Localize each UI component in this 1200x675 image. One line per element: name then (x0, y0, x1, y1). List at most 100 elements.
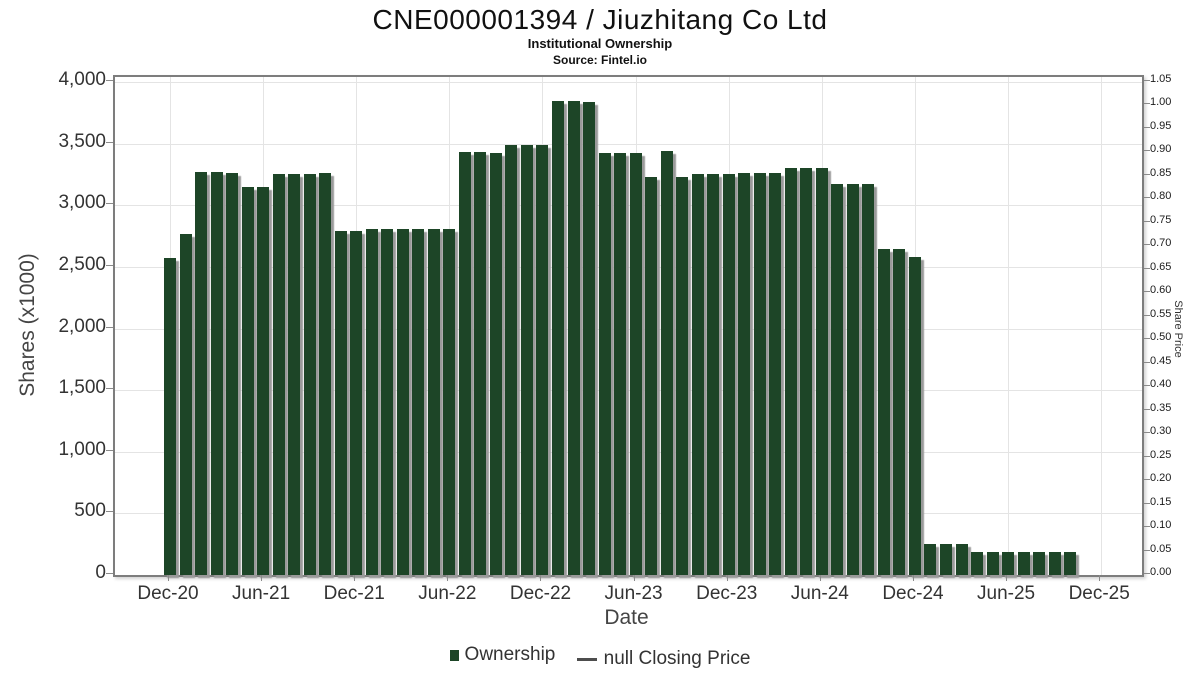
ownership-bar (427, 229, 440, 575)
y-tick-label: 0 (95, 562, 106, 583)
right-tick-label: 0.35 (1150, 401, 1172, 414)
ownership-bar (1064, 552, 1077, 575)
ownership-bar (645, 176, 658, 575)
ownership-bar (458, 152, 471, 575)
right-tick-label: 0.05 (1150, 542, 1172, 555)
x-tick-label: Dec-23 (696, 583, 758, 604)
left-axis-title: Shares (x1000) (16, 253, 39, 397)
right-tick-label: 0.85 (1150, 166, 1172, 179)
ownership-bar (552, 101, 564, 575)
ownership-bar (598, 152, 611, 575)
ownership-bar (893, 249, 906, 575)
x-tick-label: Jun-23 (604, 583, 663, 604)
right-tick-label: 0.40 (1150, 378, 1172, 391)
ownership-bar (862, 184, 875, 575)
ownership-bar (784, 168, 797, 575)
right-tick-label: 0.25 (1150, 448, 1172, 461)
x-tick-label: Dec-22 (509, 583, 572, 604)
ownership-bar (536, 145, 549, 575)
right-tick-mark (1144, 150, 1150, 152)
right-tick-mark (1144, 549, 1150, 551)
legend-item-closing-price[interactable]: null Closing Price (576, 648, 751, 670)
legend-ownership-label: Ownership (464, 644, 556, 665)
x-tick-label: Jun-25 (977, 583, 1036, 604)
right-tick-mark (1144, 385, 1150, 387)
right-tick-mark (1144, 80, 1150, 81)
ownership-bar (365, 228, 378, 575)
right-tick-label: 0.60 (1150, 284, 1172, 297)
right-tick-label: 0.80 (1150, 190, 1172, 203)
ownership-bar (707, 174, 720, 575)
ownership-bar (800, 168, 813, 575)
right-tick-mark (1144, 314, 1150, 316)
ownership-bar (443, 229, 456, 575)
ownership-bar (505, 144, 518, 575)
gridline-horizontal (115, 390, 1142, 392)
right-tick-mark (1144, 291, 1150, 293)
gridline-horizontal (115, 143, 1142, 145)
y-tick-mark (106, 141, 113, 143)
chart-subtitle: Institutional Ownership (527, 36, 673, 51)
ownership-bar (815, 168, 828, 575)
legend-item-ownership[interactable]: Ownership (449, 644, 556, 666)
ownership-bar (908, 257, 921, 575)
right-tick-label: 0.00 (1150, 566, 1172, 578)
ownership-bar (489, 152, 502, 575)
ownership-bar (350, 231, 363, 575)
right-tick-label: 0.70 (1150, 237, 1172, 250)
right-tick-mark (1144, 267, 1150, 269)
right-tick-label: 0.15 (1150, 495, 1172, 508)
right-tick-label: 0.90 (1150, 143, 1172, 156)
y-tick-mark (106, 511, 113, 513)
right-tick-label: 1.00 (1150, 96, 1172, 109)
gridline-vertical (1101, 77, 1103, 575)
right-tick-mark (1144, 526, 1150, 528)
ownership-bar (660, 151, 673, 575)
x-axis-title: Date (604, 606, 649, 629)
ownership-bar (319, 172, 332, 575)
gridline-horizontal (115, 205, 1142, 207)
x-tick-label: Jun-22 (418, 583, 477, 604)
right-axis-title: Share Price (1172, 300, 1184, 358)
ownership-bar (303, 174, 316, 575)
ownership-bar (877, 249, 890, 575)
chart-title: CNE000001394 / Jiuzhitang Co Ltd (372, 4, 828, 35)
ownership-bar (396, 228, 409, 575)
ownership-bar (629, 152, 642, 575)
right-tick-mark (1144, 173, 1150, 175)
x-tick-label: Dec-21 (323, 583, 385, 604)
x-tick-label: Dec-20 (137, 583, 199, 604)
gridline-horizontal (115, 451, 1142, 453)
ownership-bar (1017, 552, 1030, 575)
right-tick-label: 0.20 (1150, 472, 1172, 485)
right-tick-mark (1144, 455, 1150, 457)
ownership-bar (1002, 552, 1015, 575)
ownership-bar (986, 552, 999, 575)
ownership-bar (691, 174, 704, 575)
y-tick-mark (106, 449, 113, 451)
ownership-bar (474, 152, 487, 575)
ownership-bar (846, 184, 859, 575)
legend-closing-price-label: null Closing Price (603, 648, 751, 669)
y-tick-label: 4,000 (58, 69, 106, 90)
ownership-bar (583, 101, 596, 575)
ownership-bar (940, 543, 952, 575)
x-tick-label: Dec-25 (1068, 583, 1130, 604)
plot-area (113, 75, 1144, 577)
ownership-bar (257, 186, 270, 575)
right-tick-mark (1144, 573, 1150, 574)
right-tick-label: 0.10 (1150, 519, 1172, 532)
ownership-bar (955, 543, 968, 575)
gridline-horizontal (115, 513, 1142, 515)
right-tick-label: 0.65 (1150, 260, 1172, 273)
y-tick-mark (106, 80, 113, 81)
right-tick-label: 0.50 (1150, 331, 1172, 344)
ownership-bar (567, 101, 580, 575)
ownership-bar (924, 543, 937, 575)
gridline-horizontal (115, 266, 1142, 268)
ownership-square-icon (449, 649, 459, 661)
y-tick-label: 3,500 (58, 130, 106, 152)
right-tick-mark (1144, 220, 1150, 222)
ownership-bar (769, 172, 782, 575)
